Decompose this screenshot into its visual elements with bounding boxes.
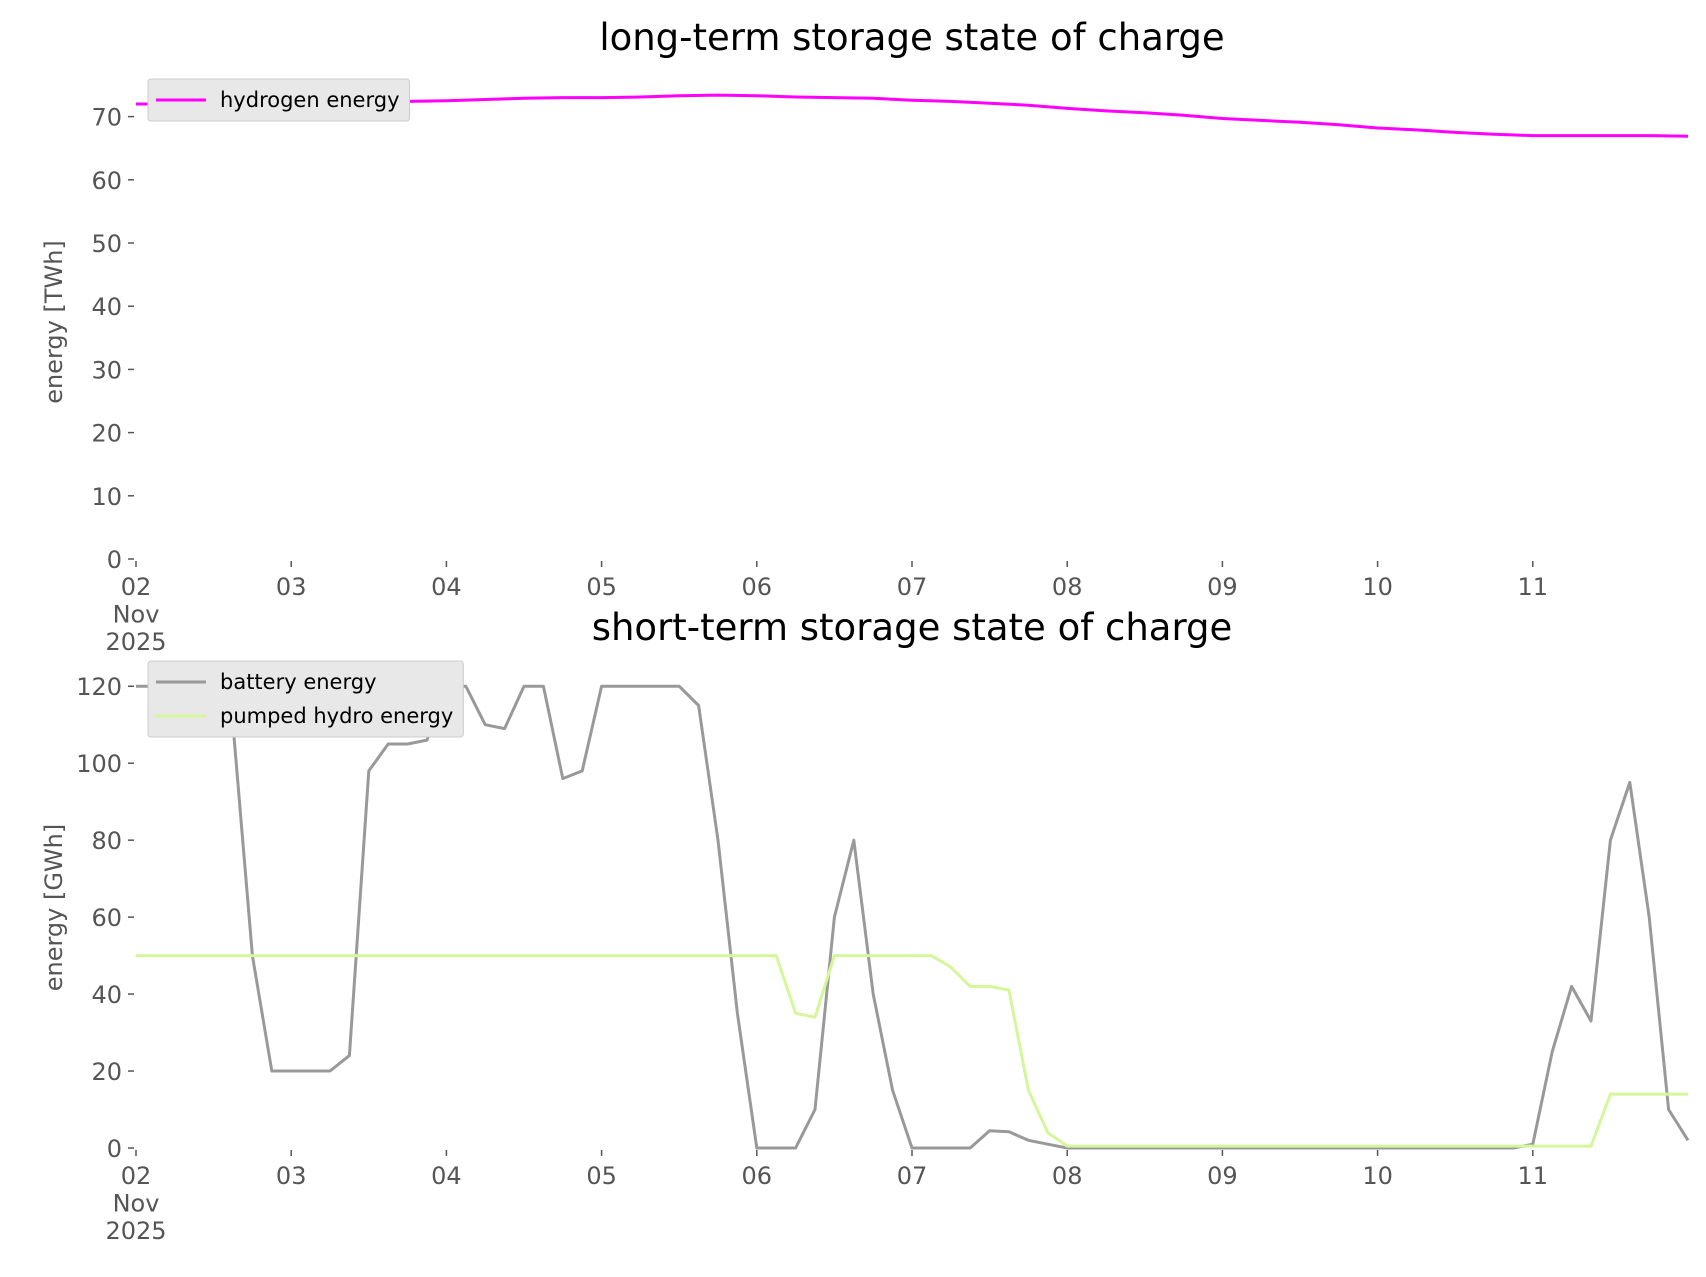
x-tick-label: 10 [1362,1162,1393,1190]
y-tick-label: 0 [107,546,122,574]
x-tick-label: 11 [1518,1162,1549,1190]
legend-box [147,660,464,738]
y-tick-label: 60 [91,167,122,195]
y-tick-label: 10 [91,483,122,511]
y-tick-label: 120 [76,673,122,701]
y-tick-label: 40 [91,981,122,1009]
x-tick-label: 03 [276,573,307,601]
legend: hydrogen energy [147,78,410,122]
x-tick-label: 08 [1052,1162,1083,1190]
x-tick-label: 06 [742,1162,773,1190]
legend-box [147,78,410,122]
chart-title: long-term storage state of charge [599,16,1224,59]
series-line [136,684,1690,1150]
x-tick-label: 08 [1052,573,1083,601]
x-tick-label: 05 [586,1162,617,1190]
legend-label: pumped hydro energy [220,704,453,728]
x-tick-label: 02 Nov 2025 [105,1162,166,1245]
x-tick-label: 09 [1207,573,1238,601]
y-axis-label: energy [TWh] [40,240,68,404]
y-tick-label: 20 [91,420,122,448]
x-tick-label: 07 [897,573,928,601]
x-tick-label: 07 [897,1162,928,1190]
legend: battery energy pumped hydro energy [147,660,464,738]
x-tick-label: 06 [742,573,773,601]
y-tick-label: 70 [91,104,122,132]
x-tick-label: 03 [276,1162,307,1190]
y-tick-label: 100 [76,750,122,778]
x-tick-label: 02 Nov 2025 [105,573,166,656]
x-tick-label: 09 [1207,1162,1238,1190]
x-tick-label: 11 [1518,573,1549,601]
y-tick-label: 50 [91,230,122,258]
x-tick-label: 10 [1362,573,1393,601]
x-tick-label: 04 [431,1162,462,1190]
series-line [136,954,1688,1148]
y-tick-label: 0 [107,1135,122,1163]
x-tick-label: 04 [431,573,462,601]
y-tick-label: 60 [91,904,122,932]
y-tick-label: 30 [91,356,122,384]
legend-label: hydrogen energy [220,88,400,112]
chart-title: short-term storage state of charge [592,606,1233,649]
x-tick-label: 05 [586,573,617,601]
y-tick-label: 20 [91,1058,122,1086]
legend-label: battery energy [220,670,377,694]
y-tick-label: 80 [91,827,122,855]
y-axis-label: energy [GWh] [40,824,68,992]
y-tick-label: 40 [91,293,122,321]
